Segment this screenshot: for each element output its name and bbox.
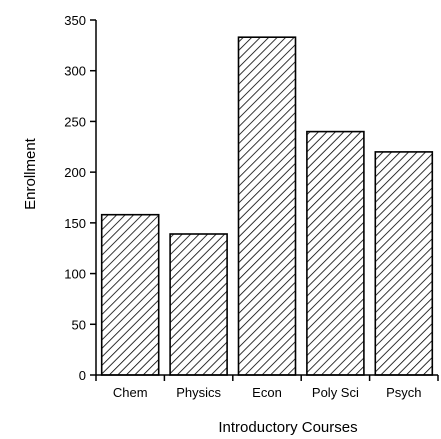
x-tick-label: Psych [386, 385, 421, 400]
y-axis-title: Enrollment [22, 137, 39, 210]
bar-poly-sci [306, 130, 365, 376]
x-tick-label: Physics [176, 385, 221, 400]
y-tick-label: 300 [64, 64, 86, 79]
bar-econ [237, 36, 297, 376]
y-tick-label: 150 [64, 216, 86, 231]
y-tick-label: 100 [64, 267, 86, 282]
y-tick-label: 50 [72, 317, 86, 332]
y-tick-label: 250 [64, 114, 86, 129]
x-tick-label: Poly Sci [312, 385, 359, 400]
x-axis-title: Introductory Courses [218, 419, 357, 436]
x-tick-label: Chem [113, 385, 148, 400]
bar-psych [374, 151, 434, 376]
bars-group [100, 36, 434, 376]
x-tick-label: Econ [252, 385, 282, 400]
y-tick-label: 350 [64, 13, 86, 28]
y-tick-label: 200 [64, 165, 86, 180]
y-tick-label: 0 [79, 368, 86, 383]
bar-chem [100, 213, 160, 376]
axes-group: 0 50 100 150 200 250 300 350 Chem Physics Econ Poly… [64, 13, 439, 400]
bar-physics [169, 233, 228, 376]
